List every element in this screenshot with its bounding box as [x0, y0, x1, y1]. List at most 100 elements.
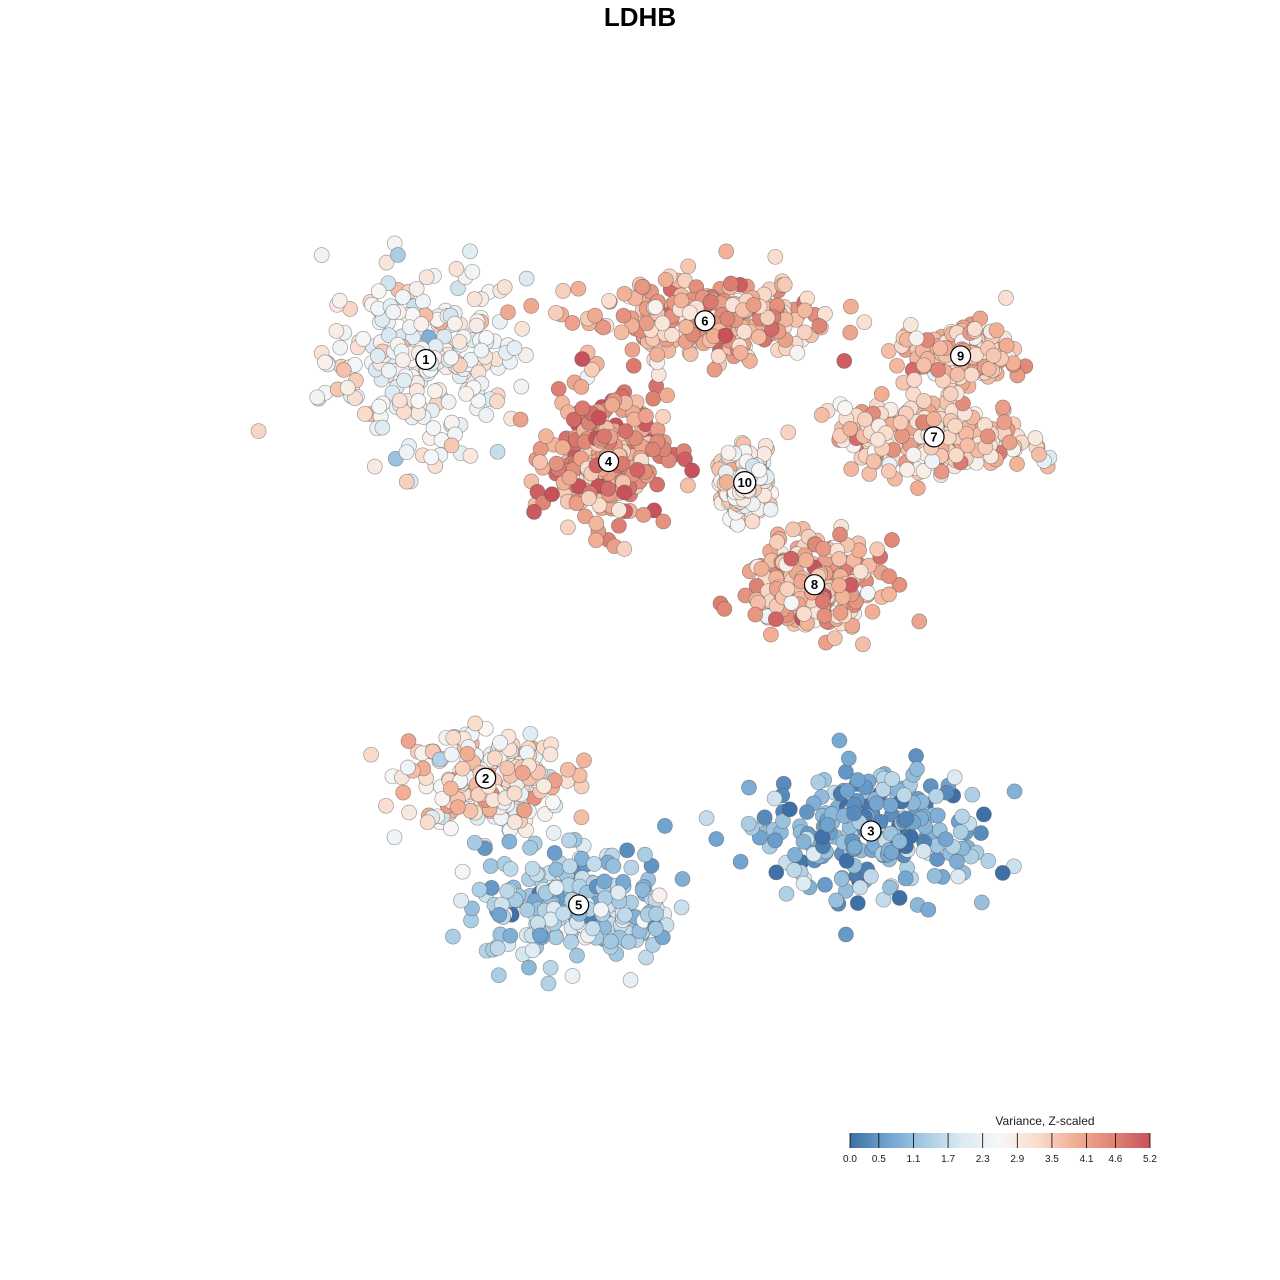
data-point	[832, 526, 848, 543]
data-point	[561, 858, 578, 875]
data-point	[521, 959, 537, 976]
data-point	[813, 407, 830, 423]
data-point	[981, 361, 997, 377]
data-point	[959, 437, 976, 454]
data-point	[873, 386, 890, 402]
data-point	[619, 842, 635, 859]
data-point	[390, 247, 406, 263]
data-point	[500, 304, 516, 321]
data-point	[523, 298, 540, 314]
data-point	[313, 247, 330, 263]
data-point	[559, 761, 576, 778]
data-point	[786, 862, 803, 878]
data-point	[768, 864, 785, 881]
data-point	[548, 929, 564, 946]
cluster-label-circle	[694, 310, 716, 332]
data-point	[852, 563, 869, 580]
data-point	[832, 604, 849, 621]
data-point	[648, 920, 664, 937]
data-point	[595, 319, 612, 336]
data-point	[443, 746, 460, 763]
data-point	[952, 824, 969, 840]
data-point	[648, 906, 665, 922]
data-point	[899, 461, 915, 478]
data-point	[396, 372, 412, 389]
data-point	[518, 347, 534, 363]
data-point	[831, 577, 847, 594]
data-point	[869, 541, 886, 558]
data-point	[577, 508, 593, 525]
data-point	[489, 443, 506, 460]
data-point	[985, 347, 1002, 364]
data-point	[840, 750, 857, 767]
data-point	[647, 299, 664, 316]
data-point	[339, 379, 356, 396]
data-point	[947, 418, 963, 434]
data-point	[440, 394, 457, 410]
data-point	[605, 858, 622, 874]
data-point	[596, 873, 613, 890]
data-point	[795, 833, 812, 850]
data-point	[863, 868, 879, 885]
data-point	[649, 346, 666, 363]
data-point	[638, 408, 654, 424]
data-point	[490, 967, 507, 984]
data-point	[620, 934, 637, 950]
data-point	[492, 734, 508, 751]
data-point	[467, 715, 484, 732]
data-point	[747, 606, 764, 623]
data-point	[423, 449, 440, 466]
data-point	[908, 330, 925, 347]
data-point	[561, 469, 578, 486]
data-point	[875, 781, 892, 798]
data-point	[915, 393, 932, 409]
chart-title: LDHB	[603, 2, 677, 32]
data-point	[386, 829, 403, 846]
data-point	[250, 423, 267, 439]
data-point	[680, 477, 696, 494]
data-point	[462, 447, 479, 464]
data-point	[645, 441, 661, 458]
data-point	[744, 513, 761, 530]
data-point	[718, 474, 735, 490]
data-point	[584, 920, 601, 937]
data-point	[565, 411, 582, 428]
data-point	[783, 595, 800, 611]
data-point	[616, 285, 633, 302]
colorbar-tick-label: 5.2	[1143, 1154, 1157, 1165]
colorbar-tick-label: 0.5	[872, 1154, 886, 1165]
data-point	[889, 357, 905, 374]
data-point	[482, 858, 499, 874]
colorbar-tick-label: 4.1	[1080, 1154, 1094, 1165]
data-point	[831, 551, 848, 567]
colorbar	[850, 1133, 1150, 1148]
cluster-label-circle	[597, 450, 620, 473]
cluster-label-2: 2	[475, 767, 497, 789]
data-point	[561, 832, 577, 849]
data-point	[445, 729, 462, 746]
data-point	[920, 901, 937, 918]
data-point	[998, 290, 1014, 306]
data-point	[554, 439, 571, 456]
data-point	[617, 423, 634, 439]
data-point	[816, 607, 833, 624]
data-point	[499, 883, 516, 899]
data-point	[450, 799, 466, 816]
data-point	[560, 519, 576, 536]
data-point	[546, 845, 563, 861]
data-point	[698, 810, 715, 826]
data-point	[880, 463, 897, 480]
data-point	[1031, 446, 1047, 463]
data-point	[849, 772, 866, 788]
data-point	[779, 581, 796, 597]
data-point	[869, 431, 886, 448]
data-point	[506, 814, 523, 830]
data-point	[865, 453, 882, 470]
data-point	[884, 532, 900, 548]
data-point	[335, 362, 352, 378]
data-point	[657, 271, 674, 288]
data-point	[815, 540, 832, 557]
data-point	[898, 810, 915, 827]
data-point	[674, 871, 691, 887]
data-point	[378, 254, 395, 271]
